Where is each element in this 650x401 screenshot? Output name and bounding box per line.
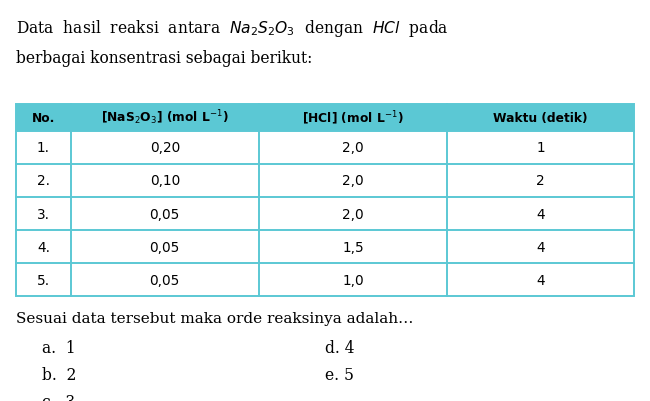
Text: 2: 2 (536, 174, 545, 188)
Text: Data  hasil  reaksi  antara  $Na_2S_2O_3$  dengan  $HCl$  pada: Data hasil reaksi antara $Na_2S_2O_3$ de… (16, 18, 449, 39)
Text: Sesuai data tersebut maka orde reaksinya adalah…: Sesuai data tersebut maka orde reaksinya… (16, 311, 413, 325)
Bar (16, 104, 634, 131)
Bar (16, 104, 634, 297)
Text: 1: 1 (536, 141, 545, 155)
Text: 2,0: 2,0 (343, 141, 364, 155)
Text: No.: No. (32, 111, 55, 124)
Text: 1.: 1. (37, 141, 50, 155)
Text: 0,05: 0,05 (150, 207, 180, 221)
Text: a.  1: a. 1 (42, 339, 76, 356)
Text: 2.: 2. (37, 174, 50, 188)
Text: 4: 4 (536, 207, 545, 221)
Text: c.  3: c. 3 (42, 393, 75, 401)
Text: 3.: 3. (37, 207, 50, 221)
Text: 0,05: 0,05 (150, 273, 180, 287)
Text: 4: 4 (536, 273, 545, 287)
Text: 0,10: 0,10 (150, 174, 180, 188)
Text: b.  2: b. 2 (42, 366, 77, 383)
Text: Waktu (detik): Waktu (detik) (493, 111, 588, 124)
Text: e. 5: e. 5 (325, 366, 354, 383)
Text: d. 4: d. 4 (325, 339, 354, 356)
Text: 4.: 4. (37, 240, 50, 254)
Text: 5.: 5. (37, 273, 50, 287)
Text: berbagai konsentrasi sebagai berikut:: berbagai konsentrasi sebagai berikut: (16, 50, 313, 67)
Text: [HCl] (mol L$^{-1}$): [HCl] (mol L$^{-1}$) (302, 109, 404, 127)
Text: 0,05: 0,05 (150, 240, 180, 254)
Text: 1,0: 1,0 (343, 273, 364, 287)
Text: [NaS$_2$O$_3$] (mol L$^{-1}$): [NaS$_2$O$_3$] (mol L$^{-1}$) (101, 108, 229, 127)
Text: 2,0: 2,0 (343, 174, 364, 188)
Text: 2,0: 2,0 (343, 207, 364, 221)
Text: 4: 4 (536, 240, 545, 254)
Text: 0,20: 0,20 (150, 141, 180, 155)
Text: 1,5: 1,5 (342, 240, 364, 254)
